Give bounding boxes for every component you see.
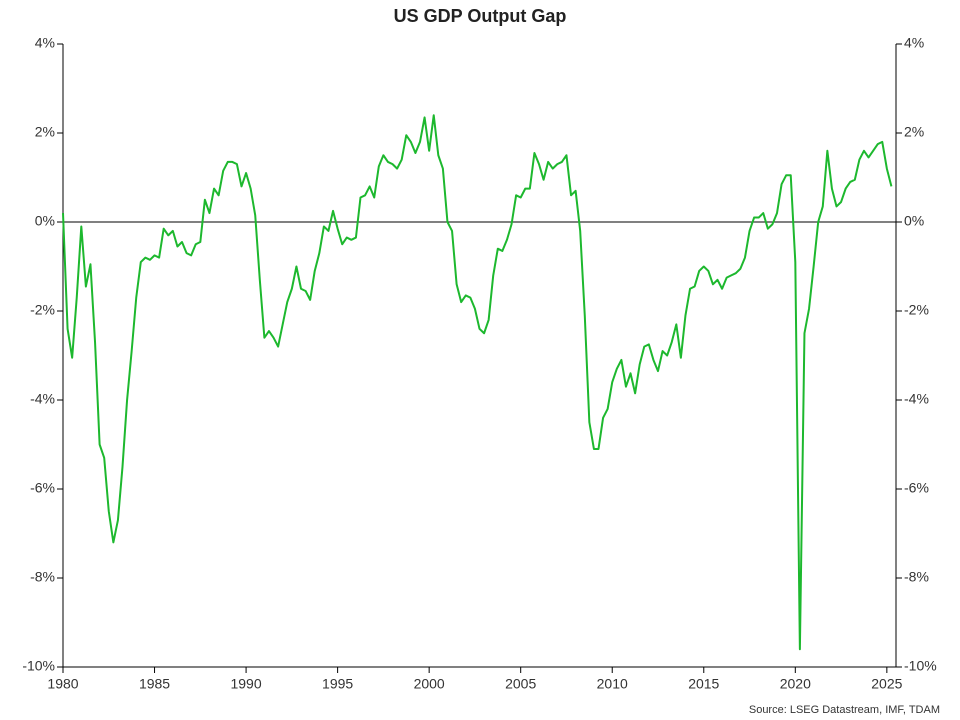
x-tick-label: 2000 <box>414 676 445 692</box>
y2-tick-label: 0% <box>904 213 924 229</box>
y-tick-label: 2% <box>35 124 55 140</box>
y2-tick-label: -2% <box>904 302 929 318</box>
y-tick-label: -4% <box>30 391 55 407</box>
x-tick-label: 2015 <box>688 676 719 692</box>
x-tick-label: 1980 <box>47 676 78 692</box>
y2-tick-label: -8% <box>904 569 929 585</box>
y-tick-label: 0% <box>35 213 55 229</box>
y-tick-label: -2% <box>30 302 55 318</box>
y-tick-label: -10% <box>22 658 55 674</box>
x-tick-label: 2025 <box>871 676 902 692</box>
y2-tick-label: 4% <box>904 35 924 51</box>
x-tick-label: 1995 <box>322 676 353 692</box>
x-tick-label: 2010 <box>597 676 628 692</box>
series-line <box>62 114 893 651</box>
x-tick-label: 2020 <box>780 676 811 692</box>
y2-tick-label: 2% <box>904 124 924 140</box>
y2-tick-label: -6% <box>904 480 929 496</box>
x-tick-label: 2005 <box>505 676 536 692</box>
y-tick-label: 4% <box>35 35 55 51</box>
chart-title: US GDP Output Gap <box>394 6 567 26</box>
x-tick-label: 1990 <box>230 676 261 692</box>
y2-tick-label: -10% <box>904 658 937 674</box>
x-tick-label: 1985 <box>139 676 170 692</box>
y-tick-label: -8% <box>30 569 55 585</box>
y-tick-label: -6% <box>30 480 55 496</box>
source-note: Source: LSEG Datastream, IMF, TDAM <box>749 704 940 716</box>
y2-tick-label: -4% <box>904 391 929 407</box>
